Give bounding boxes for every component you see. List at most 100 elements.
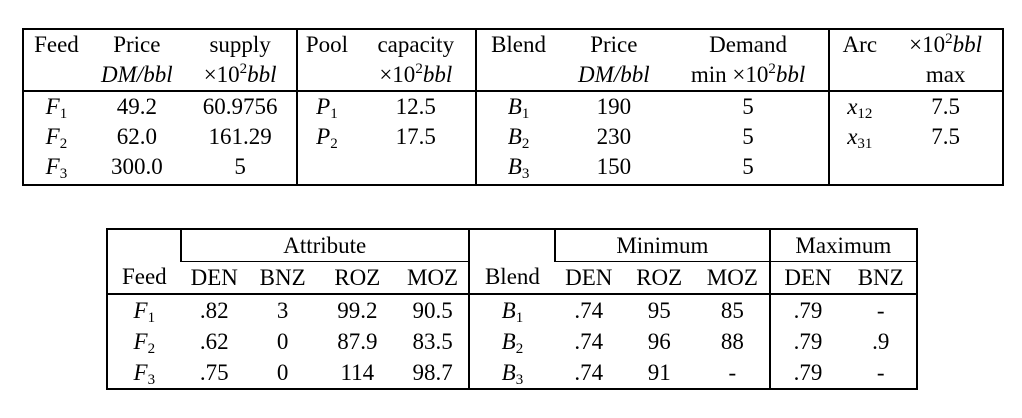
table1-header-row-1: Feed Price supply Pool capacity Blend Pr… [23, 29, 1003, 60]
den-value: .62 [199, 328, 229, 354]
arc-symbol: x12 [847, 94, 873, 122]
header-arc-unit: ×102bbl [909, 31, 983, 58]
header-blend-price-unit: DM/bbl [559, 60, 668, 92]
min-roz-value: 96 [647, 328, 671, 354]
blend-symbol: B1 [507, 94, 530, 122]
header-min-roz: ROZ [622, 261, 697, 295]
pool-symbol: P2 [316, 124, 338, 152]
roz-value: 87.9 [337, 328, 378, 354]
feed-symbol: F3 [45, 154, 68, 182]
blend-demand: 5 [667, 91, 831, 122]
header-price-unit: DM/bbl [88, 60, 185, 92]
header-supply-unit: ×102bbl [184, 60, 298, 92]
feed-price: 62.0 [116, 124, 157, 149]
arc-symbol: x31 [847, 124, 873, 152]
blend-demand: 5 [667, 152, 831, 185]
header-price: Price [113, 32, 161, 57]
bnz-value: 0 [276, 328, 289, 354]
max-bnz-value: .9 [872, 328, 890, 354]
blend-price: 150 [596, 154, 632, 179]
blend-price: 230 [596, 124, 632, 149]
table2-header-row: Feed DEN BNZ ROZ MOZ Blend DEN ROZ MOZ D… [107, 261, 917, 295]
header-demand: Demand [667, 29, 831, 60]
header-feed: Feed [107, 261, 181, 295]
blend-symbol: B2 [507, 124, 530, 152]
header-arc: Arc [842, 32, 878, 57]
blend-demand: 5 [667, 122, 831, 152]
feed-symbol: F2 [133, 328, 156, 357]
moz-value: 83.5 [397, 326, 470, 357]
header-moz: MOZ [397, 261, 470, 295]
min-roz-value: 95 [647, 297, 671, 323]
feed-symbol: F3 [133, 359, 156, 388]
blend-price: 190 [596, 94, 632, 119]
roz-value: 114 [340, 359, 375, 385]
min-den-value: .74 [574, 328, 604, 354]
attribute-spec-table: Attribute Minimum Maximum Feed DEN BNZ R… [106, 228, 918, 390]
min-moz-value: 85 [696, 294, 771, 326]
header-pool: Pool [305, 32, 349, 57]
blend-symbol: B3 [507, 154, 530, 182]
group-attribute: Attribute [180, 229, 470, 262]
feed-symbol: F1 [45, 94, 68, 122]
table-row: F2 62.0 161.29 P2 17.5 B2 230 5 x31 7.5 [23, 122, 1003, 152]
moz-value: 98.7 [397, 357, 470, 389]
feed-price: 300.0 [110, 154, 163, 179]
header-roz: ROZ [317, 261, 398, 295]
blend-symbol: B1 [501, 297, 524, 326]
table-row: F2 .62 0 87.9 83.5 B2 .74 96 88 .79 .9 [107, 326, 917, 357]
header-feed: Feed [34, 32, 79, 57]
header-blend-price: Price [590, 32, 638, 57]
max-den-value: .79 [793, 297, 823, 323]
blend-symbol: B3 [501, 359, 524, 388]
pool-capacity: 17.5 [356, 122, 478, 152]
header-capacity: capacity [356, 29, 478, 60]
header-bnz: BNZ [247, 261, 318, 295]
min-den-value: .74 [574, 297, 604, 323]
pool-symbol: P1 [316, 94, 338, 122]
blend-symbol: B2 [501, 328, 524, 357]
roz-value: 99.2 [337, 297, 378, 323]
feed-symbol: F1 [133, 297, 156, 326]
feed-price: 49.2 [116, 94, 157, 119]
min-roz-value: 91 [647, 359, 671, 385]
header-supply: supply [184, 29, 298, 60]
table-row: F3 300.0 5 B3 150 5 [23, 152, 1003, 185]
max-bnz-value: - [876, 359, 885, 385]
arc-max: 7.5 [931, 124, 960, 149]
table-row: F1 .82 3 99.2 90.5 B1 .74 95 85 .79 - [107, 294, 917, 326]
feed-supply: 5 [184, 152, 298, 185]
header-blend: Blend [468, 261, 556, 295]
den-value: .82 [199, 297, 229, 323]
table2-group-header-row: Attribute Minimum Maximum [107, 229, 917, 262]
table-row: F3 .75 0 114 98.7 B3 .74 91 - .79 - [107, 357, 917, 389]
moz-value: 90.5 [397, 294, 470, 326]
header-arc-max: max [889, 60, 1003, 92]
header-min-moz: MOZ [696, 261, 771, 295]
group-maximum: Maximum [769, 229, 917, 262]
bnz-value: 0 [276, 359, 289, 385]
feed-symbol: F2 [45, 124, 68, 152]
feed-supply: 60.9756 [184, 91, 298, 122]
pool-capacity: 12.5 [356, 91, 478, 122]
header-demand-unit: min ×102bbl [667, 60, 831, 92]
bnz-value: 3 [276, 297, 289, 323]
header-blend: Blend [491, 32, 547, 57]
header-max-den: DEN [769, 261, 846, 295]
group-minimum: Minimum [555, 229, 771, 262]
den-value: .75 [199, 359, 229, 385]
feed-pool-blend-arc-table: Feed Price supply Pool capacity Blend Pr… [22, 28, 1004, 186]
max-bnz-value: - [876, 297, 885, 323]
min-moz-value: - [696, 357, 771, 389]
header-min-den: DEN [555, 261, 623, 295]
header-den: DEN [180, 261, 248, 295]
min-moz-value: 88 [696, 326, 771, 357]
feed-supply: 161.29 [184, 122, 298, 152]
header-capacity-unit: ×102bbl [356, 60, 478, 92]
max-den-value: .79 [793, 328, 823, 354]
max-den-value: .79 [793, 359, 823, 385]
table-row: F1 49.2 60.9756 P1 12.5 B1 190 5 x12 7.5 [23, 91, 1003, 122]
table1-header-row-2: DM/bbl ×102bbl ×102bbl DM/bbl min ×102bb… [23, 60, 1003, 92]
header-max-bnz: BNZ [845, 261, 917, 295]
min-den-value: .74 [574, 359, 604, 385]
